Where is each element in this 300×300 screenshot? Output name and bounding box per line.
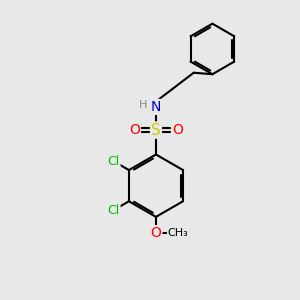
Text: O: O <box>151 226 161 240</box>
Text: O: O <box>129 123 140 137</box>
Text: O: O <box>172 123 183 137</box>
Text: Cl: Cl <box>107 204 120 217</box>
Text: CH₃: CH₃ <box>168 228 189 238</box>
Text: Cl: Cl <box>107 154 120 168</box>
Text: S: S <box>151 123 161 138</box>
Text: N: N <box>151 100 161 114</box>
Text: H: H <box>139 100 148 110</box>
